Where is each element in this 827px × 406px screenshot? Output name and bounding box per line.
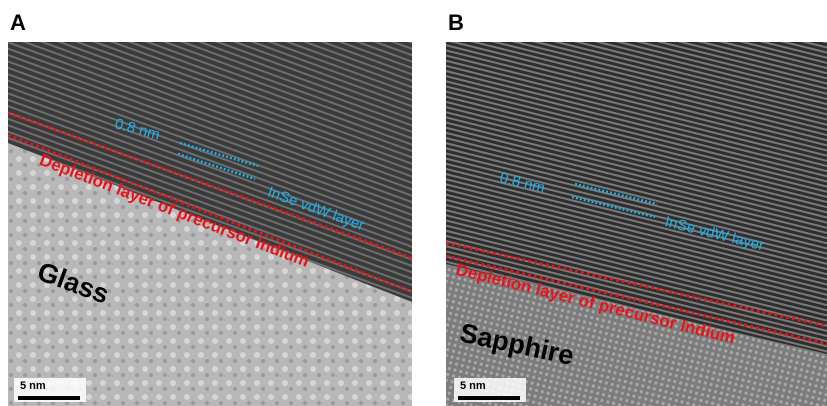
panel-label: A xyxy=(10,10,26,35)
scale-label: 5 nm xyxy=(20,380,46,392)
scale-bar xyxy=(18,396,80,400)
scale-label: 5 nm xyxy=(460,380,486,392)
figure: A 0.8 nmInSe vdW layerDepletion layer of … xyxy=(0,0,827,406)
scale-bar xyxy=(458,396,520,400)
panel-label: B xyxy=(448,10,464,35)
